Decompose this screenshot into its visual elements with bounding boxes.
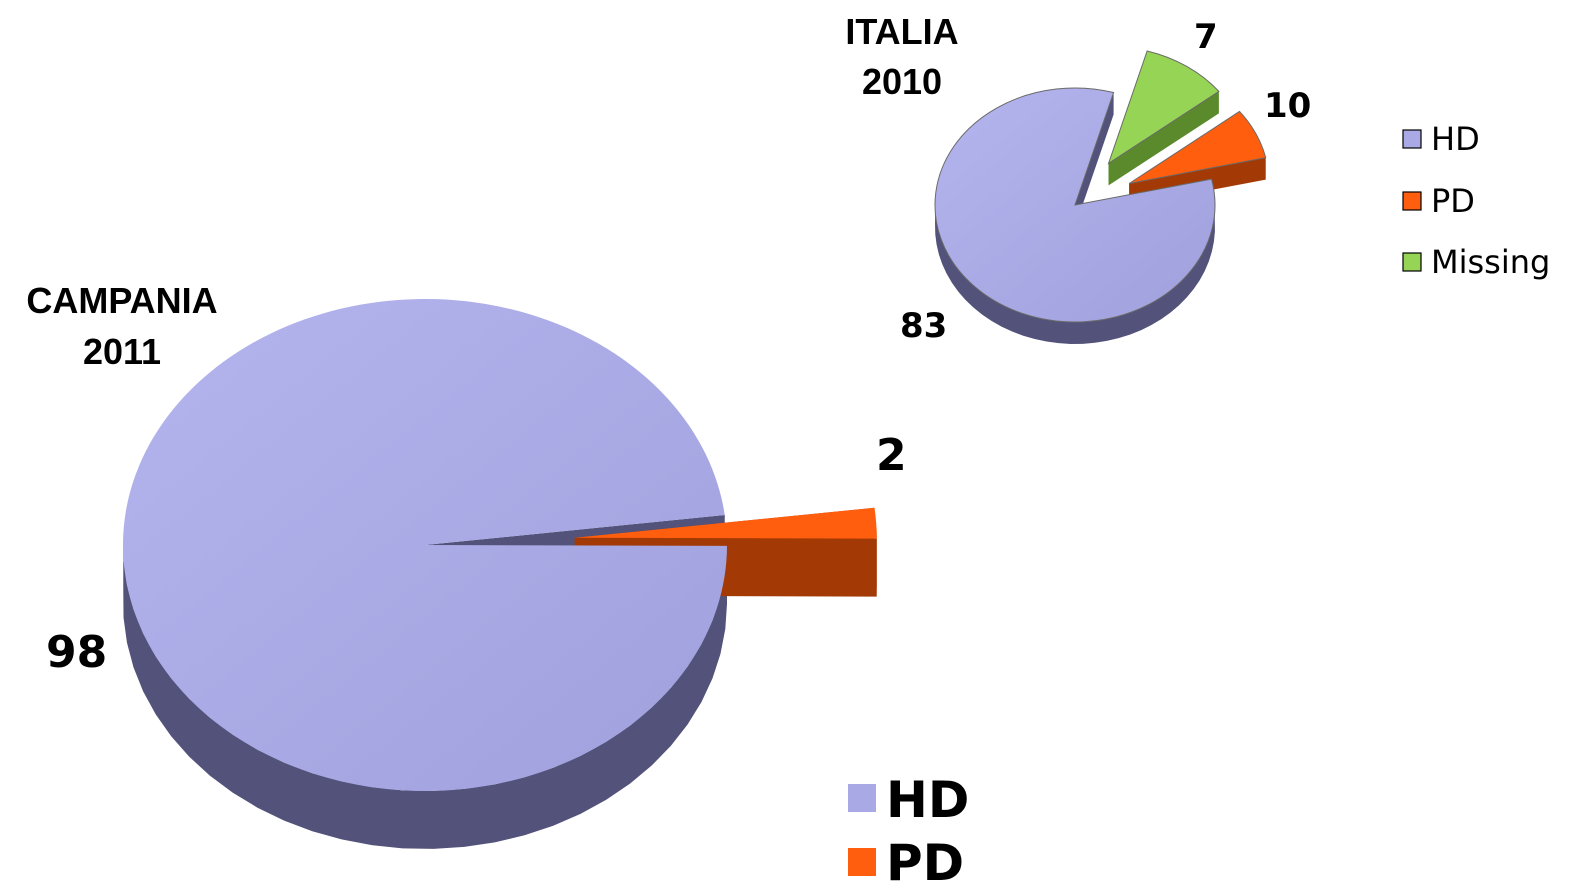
campania-pd-value-label: 2 bbox=[876, 430, 907, 481]
campania-legend-hd-swatch bbox=[848, 784, 876, 812]
campania-legend-pd-label: PD bbox=[886, 834, 964, 890]
italia-legend-missing-swatch bbox=[1402, 252, 1422, 272]
italia-pd-value-label: 7 bbox=[1194, 17, 1218, 57]
italia-legend-hd-swatch bbox=[1402, 129, 1422, 149]
campania-pie-chart: CAMPANIA 2011 98 2 bbox=[26, 280, 907, 849]
italia-missing-cut-wall-1 bbox=[1108, 91, 1219, 186]
italia-hd-cut-wall-1 bbox=[1075, 92, 1114, 227]
campania-legend-pd-swatch bbox=[848, 848, 876, 876]
italia-legend-missing-label: Missing bbox=[1431, 243, 1550, 281]
italia-missing-slice bbox=[1107, 50, 1220, 165]
italia-missing-value-label: 10 bbox=[1264, 86, 1311, 126]
italia-title-line2: 2010 bbox=[862, 61, 942, 102]
italia-slices bbox=[934, 50, 1267, 344]
campania-legend-hd-label: HD bbox=[886, 771, 969, 829]
italia-legend-pd-label: PD bbox=[1431, 182, 1475, 220]
italia-title-line1: ITALIA bbox=[845, 11, 958, 52]
campania-slices bbox=[122, 298, 877, 849]
italia-hd-rim bbox=[935, 199, 1215, 344]
campania-title-line1: CAMPANIA bbox=[26, 280, 217, 321]
italia-pd-slice bbox=[1128, 110, 1267, 184]
campania-hd-value-label: 98 bbox=[46, 627, 107, 678]
italia-hd-slice bbox=[934, 87, 1216, 323]
italia-legend-hd-label: HD bbox=[1431, 120, 1480, 158]
campania-legend: HD PD bbox=[848, 771, 969, 890]
italia-pie-chart: ITALIA 2010 83 7 10 bbox=[845, 11, 1311, 346]
campania-hd-slice bbox=[122, 298, 727, 791]
campania-hd-rim bbox=[123, 534, 727, 849]
campania-title-line2: 2011 bbox=[83, 331, 161, 372]
italia-hd-value-label: 83 bbox=[900, 306, 947, 346]
campania-pd-slice bbox=[574, 507, 877, 539]
italia-legend-pd-swatch bbox=[1402, 191, 1422, 211]
italia-legend: HD PD Missing bbox=[1402, 120, 1550, 281]
